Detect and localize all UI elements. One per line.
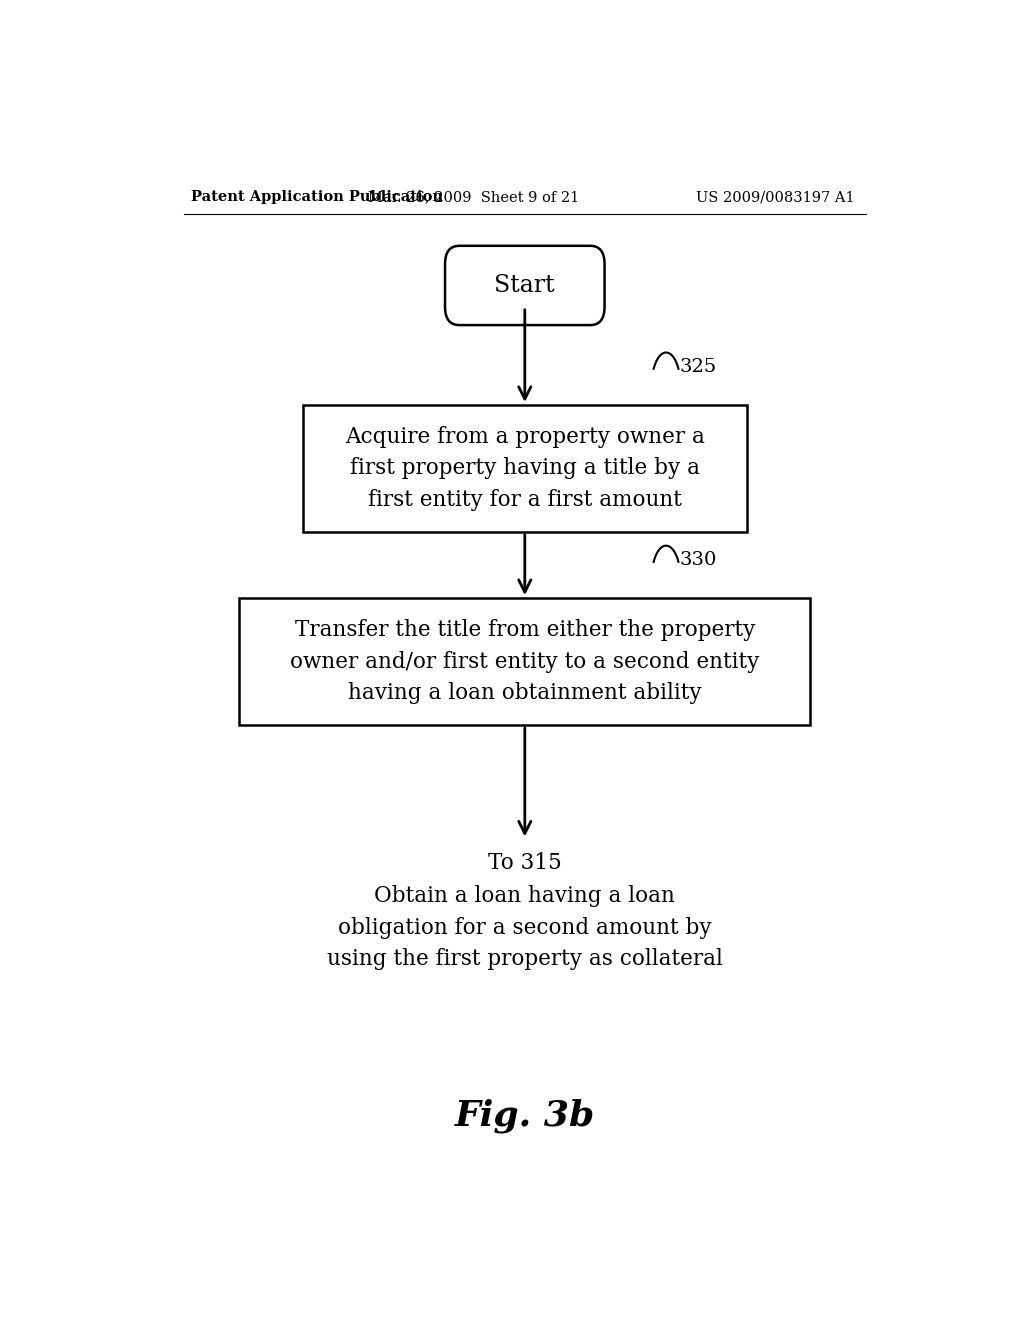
Text: Start: Start (495, 275, 555, 297)
Text: Obtain a loan having a loan
obligation for a second amount by
using the first pr: Obtain a loan having a loan obligation f… (327, 886, 723, 970)
Text: Acquire from a property owner a
first property having a title by a
first entity : Acquire from a property owner a first pr… (345, 426, 705, 511)
FancyBboxPatch shape (445, 246, 604, 325)
Text: Transfer the title from either the property
owner and/or first entity to a secon: Transfer the title from either the prope… (290, 619, 760, 704)
Bar (240, 598, 811, 725)
Text: Fig. 3b: Fig. 3b (455, 1098, 595, 1133)
Text: 330: 330 (680, 550, 717, 569)
Text: 325: 325 (680, 358, 717, 376)
Text: To 315: To 315 (487, 851, 562, 874)
Text: US 2009/0083197 A1: US 2009/0083197 A1 (695, 190, 854, 205)
Bar (303, 405, 748, 532)
Text: Mar. 26, 2009  Sheet 9 of 21: Mar. 26, 2009 Sheet 9 of 21 (368, 190, 579, 205)
Text: Patent Application Publication: Patent Application Publication (191, 190, 443, 205)
